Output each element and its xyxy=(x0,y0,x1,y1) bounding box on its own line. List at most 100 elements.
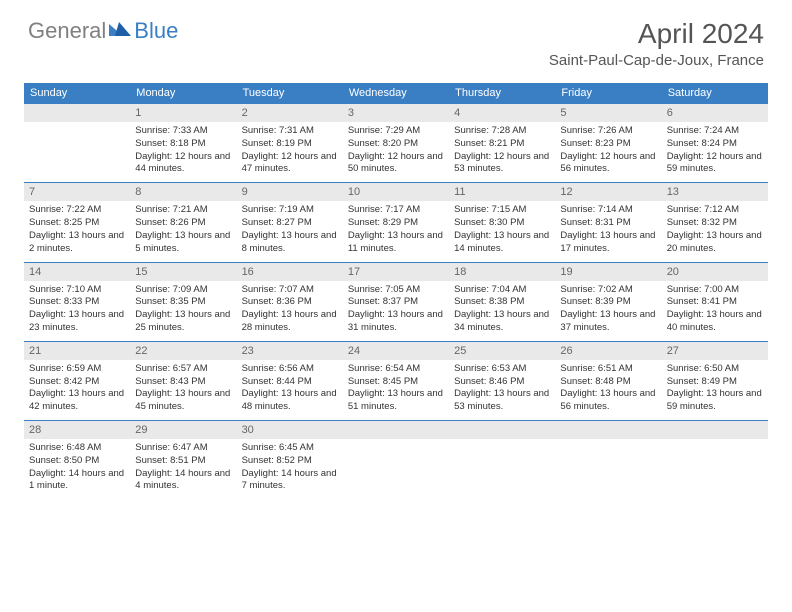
dow-header-row: Sunday Monday Tuesday Wednesday Thursday… xyxy=(24,83,768,104)
sunset-line: Sunset: 8:35 PM xyxy=(135,296,231,309)
daylight-line: Daylight: 13 hours and 42 minutes. xyxy=(29,388,125,414)
day-cell: 6Sunrise: 7:24 AMSunset: 8:24 PMDaylight… xyxy=(662,104,768,183)
day-number: 17 xyxy=(343,263,449,281)
day-cell: 14Sunrise: 7:10 AMSunset: 8:33 PMDayligh… xyxy=(24,262,130,341)
daylight-line: Daylight: 13 hours and 5 minutes. xyxy=(135,230,231,256)
dow-saturday: Saturday xyxy=(662,83,768,104)
daylight-line: Daylight: 13 hours and 48 minutes. xyxy=(242,388,338,414)
day-cell: 16Sunrise: 7:07 AMSunset: 8:36 PMDayligh… xyxy=(237,262,343,341)
sunrise-line: Sunrise: 6:50 AM xyxy=(667,363,763,376)
sunrise-line: Sunrise: 7:04 AM xyxy=(454,284,550,297)
day-cell xyxy=(555,421,661,500)
sunset-line: Sunset: 8:43 PM xyxy=(135,376,231,389)
day-cell: 23Sunrise: 6:56 AMSunset: 8:44 PMDayligh… xyxy=(237,341,343,420)
title-block: April 2024 Saint-Paul-Cap-de-Joux, Franc… xyxy=(549,18,764,69)
dow-sunday: Sunday xyxy=(24,83,130,104)
daylight-line: Daylight: 13 hours and 14 minutes. xyxy=(454,230,550,256)
daylight-line: Daylight: 13 hours and 8 minutes. xyxy=(242,230,338,256)
day-number: 26 xyxy=(555,342,661,360)
sunrise-line: Sunrise: 7:00 AM xyxy=(667,284,763,297)
day-details: Sunrise: 7:05 AMSunset: 8:37 PMDaylight:… xyxy=(343,281,449,341)
day-details: Sunrise: 7:19 AMSunset: 8:27 PMDaylight:… xyxy=(237,201,343,261)
sunrise-line: Sunrise: 7:15 AM xyxy=(454,204,550,217)
sunrise-line: Sunrise: 7:33 AM xyxy=(135,125,231,138)
day-cell: 2Sunrise: 7:31 AMSunset: 8:19 PMDaylight… xyxy=(237,104,343,183)
sunrise-line: Sunrise: 7:28 AM xyxy=(454,125,550,138)
sunrise-line: Sunrise: 6:53 AM xyxy=(454,363,550,376)
day-details: Sunrise: 6:56 AMSunset: 8:44 PMDaylight:… xyxy=(237,360,343,420)
sunset-line: Sunset: 8:26 PM xyxy=(135,217,231,230)
sunset-line: Sunset: 8:25 PM xyxy=(29,217,125,230)
location-label: Saint-Paul-Cap-de-Joux, France xyxy=(549,52,764,69)
day-cell: 26Sunrise: 6:51 AMSunset: 8:48 PMDayligh… xyxy=(555,341,661,420)
day-number: 18 xyxy=(449,263,555,281)
sunset-line: Sunset: 8:19 PM xyxy=(242,138,338,151)
day-number: 7 xyxy=(24,183,130,201)
day-details: Sunrise: 6:59 AMSunset: 8:42 PMDaylight:… xyxy=(24,360,130,420)
day-number: 21 xyxy=(24,342,130,360)
sunrise-line: Sunrise: 7:10 AM xyxy=(29,284,125,297)
calendar-week-row: 7Sunrise: 7:22 AMSunset: 8:25 PMDaylight… xyxy=(24,183,768,262)
day-details: Sunrise: 7:22 AMSunset: 8:25 PMDaylight:… xyxy=(24,201,130,261)
day-details: Sunrise: 7:04 AMSunset: 8:38 PMDaylight:… xyxy=(449,281,555,341)
sunrise-line: Sunrise: 6:57 AM xyxy=(135,363,231,376)
day-number: 11 xyxy=(449,183,555,201)
sunrise-line: Sunrise: 7:02 AM xyxy=(560,284,656,297)
day-details: Sunrise: 7:29 AMSunset: 8:20 PMDaylight:… xyxy=(343,122,449,182)
empty-day-body xyxy=(662,439,768,497)
sunrise-line: Sunrise: 6:51 AM xyxy=(560,363,656,376)
sunrise-line: Sunrise: 7:24 AM xyxy=(667,125,763,138)
day-details: Sunrise: 7:00 AMSunset: 8:41 PMDaylight:… xyxy=(662,281,768,341)
empty-day-body xyxy=(449,439,555,497)
day-cell: 15Sunrise: 7:09 AMSunset: 8:35 PMDayligh… xyxy=(130,262,236,341)
sunset-line: Sunset: 8:49 PM xyxy=(667,376,763,389)
day-details: Sunrise: 7:17 AMSunset: 8:29 PMDaylight:… xyxy=(343,201,449,261)
day-details: Sunrise: 6:54 AMSunset: 8:45 PMDaylight:… xyxy=(343,360,449,420)
daylight-line: Daylight: 14 hours and 7 minutes. xyxy=(242,468,338,494)
day-cell: 13Sunrise: 7:12 AMSunset: 8:32 PMDayligh… xyxy=(662,183,768,262)
sunrise-line: Sunrise: 6:45 AM xyxy=(242,442,338,455)
day-cell: 3Sunrise: 7:29 AMSunset: 8:20 PMDaylight… xyxy=(343,104,449,183)
day-number: 2 xyxy=(237,104,343,122)
sunset-line: Sunset: 8:32 PM xyxy=(667,217,763,230)
sunset-line: Sunset: 8:46 PM xyxy=(454,376,550,389)
day-details: Sunrise: 7:14 AMSunset: 8:31 PMDaylight:… xyxy=(555,201,661,261)
day-details: Sunrise: 7:02 AMSunset: 8:39 PMDaylight:… xyxy=(555,281,661,341)
day-number: 30 xyxy=(237,421,343,439)
day-cell: 17Sunrise: 7:05 AMSunset: 8:37 PMDayligh… xyxy=(343,262,449,341)
day-number: 15 xyxy=(130,263,236,281)
day-number: 4 xyxy=(449,104,555,122)
day-cell: 10Sunrise: 7:17 AMSunset: 8:29 PMDayligh… xyxy=(343,183,449,262)
sunset-line: Sunset: 8:41 PM xyxy=(667,296,763,309)
daylight-line: Daylight: 12 hours and 50 minutes. xyxy=(348,151,444,177)
empty-day-top xyxy=(662,421,768,439)
day-number: 5 xyxy=(555,104,661,122)
day-details: Sunrise: 7:09 AMSunset: 8:35 PMDaylight:… xyxy=(130,281,236,341)
day-cell xyxy=(24,104,130,183)
sunset-line: Sunset: 8:42 PM xyxy=(29,376,125,389)
sunset-line: Sunset: 8:21 PM xyxy=(454,138,550,151)
day-details: Sunrise: 6:51 AMSunset: 8:48 PMDaylight:… xyxy=(555,360,661,420)
calendar-week-row: 1Sunrise: 7:33 AMSunset: 8:18 PMDaylight… xyxy=(24,104,768,183)
sunset-line: Sunset: 8:31 PM xyxy=(560,217,656,230)
day-number: 8 xyxy=(130,183,236,201)
sunset-line: Sunset: 8:29 PM xyxy=(348,217,444,230)
day-cell: 25Sunrise: 6:53 AMSunset: 8:46 PMDayligh… xyxy=(449,341,555,420)
daylight-line: Daylight: 13 hours and 37 minutes. xyxy=(560,309,656,335)
day-number: 27 xyxy=(662,342,768,360)
day-cell: 19Sunrise: 7:02 AMSunset: 8:39 PMDayligh… xyxy=(555,262,661,341)
day-cell: 7Sunrise: 7:22 AMSunset: 8:25 PMDaylight… xyxy=(24,183,130,262)
daylight-line: Daylight: 13 hours and 31 minutes. xyxy=(348,309,444,335)
sunrise-line: Sunrise: 7:21 AM xyxy=(135,204,231,217)
day-cell xyxy=(449,421,555,500)
day-details: Sunrise: 6:53 AMSunset: 8:46 PMDaylight:… xyxy=(449,360,555,420)
daylight-line: Daylight: 13 hours and 20 minutes. xyxy=(667,230,763,256)
sunset-line: Sunset: 8:39 PM xyxy=(560,296,656,309)
daylight-line: Daylight: 12 hours and 53 minutes. xyxy=(454,151,550,177)
day-number: 24 xyxy=(343,342,449,360)
dow-monday: Monday xyxy=(130,83,236,104)
day-number: 14 xyxy=(24,263,130,281)
sunrise-line: Sunrise: 7:12 AM xyxy=(667,204,763,217)
day-number: 29 xyxy=(130,421,236,439)
sunset-line: Sunset: 8:20 PM xyxy=(348,138,444,151)
